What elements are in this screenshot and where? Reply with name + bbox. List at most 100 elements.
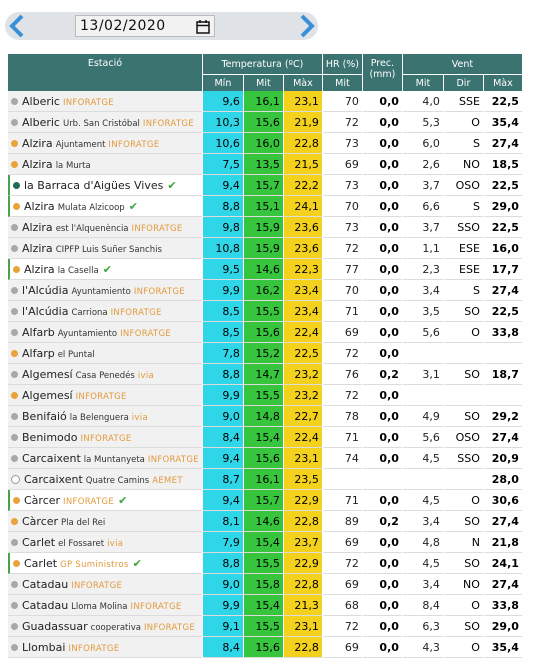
station-name: Carlet <box>24 556 58 570</box>
temp-max: 23,5 <box>283 469 322 490</box>
temp-mean: 15,4 <box>243 595 283 616</box>
temp-mean: 15,9 <box>243 217 283 238</box>
station-cell: Benifaió la Belenguera ivia <box>8 406 202 427</box>
wind-mean: 1,1 <box>402 238 443 259</box>
station-name: Guadassuar <box>22 619 88 633</box>
status-dot <box>13 497 20 504</box>
station-source: INFORATGE <box>142 118 194 129</box>
station-detail: CIPFP Luis Suñer Sanchis <box>55 244 162 255</box>
station-name: Alberic <box>22 115 60 129</box>
table-body: Alberic INFORATGE 9,6 16,1 23,1 70 0,0 4,0 SSE 22… <box>8 91 522 658</box>
station-source: INFORATGE <box>62 97 114 108</box>
precipitation: 0,0 <box>362 427 402 448</box>
station-source: INFORATGE <box>71 580 123 591</box>
station-row: Alzira la Casella ✔ 9,5 14,6 22,3 77 0,0 2,3 ESE 1… <box>8 259 522 280</box>
station-cell: Alzira Ajuntament INFORATGE <box>8 133 202 154</box>
wind-mean: 3,7 <box>402 175 443 196</box>
header-sub: Mit <box>402 74 443 91</box>
status-dot <box>11 518 18 525</box>
station-cell: Alberic INFORATGE <box>8 91 202 112</box>
precipitation: 0,0 <box>362 637 402 658</box>
station-detail: la Murta <box>55 160 91 171</box>
wind-max: 17,7 <box>483 259 522 280</box>
date-input[interactable]: 13/02/2020 <box>75 15 215 37</box>
humidity: 70 <box>322 280 362 301</box>
humidity: 72 <box>322 238 362 259</box>
station-source: ivia <box>131 412 148 423</box>
station-name: Alzira <box>22 136 53 150</box>
humidity: 73 <box>322 175 362 196</box>
temp-max: 21,5 <box>283 154 322 175</box>
status-dot <box>11 392 18 399</box>
wind-max: 20,9 <box>483 448 522 469</box>
next-day-button[interactable] <box>298 13 316 39</box>
station-name: Càrcer <box>24 493 61 507</box>
wind-max: 22,5 <box>483 217 522 238</box>
temp-max: 22,8 <box>283 511 322 532</box>
station-row: Carlet GP Suministros ✔ 8,8 15,5 22,9 72 0,0 4,5… <box>8 553 522 574</box>
station-cell: Alzira la Casella ✔ <box>8 259 202 280</box>
station-row: la Barraca d'Aigües Vives ✔ 9,4 15,7 22,2 73 0… <box>8 175 522 196</box>
precipitation: 0,0 <box>362 259 402 280</box>
wind-dir: N <box>443 532 483 553</box>
stations-table: Estació Temperatura (ºC) HR (%) Prec. (m… <box>7 54 523 658</box>
station-name: Carlet <box>22 535 56 549</box>
wind-max: 33,8 <box>483 595 522 616</box>
status-dot <box>11 475 20 484</box>
precipitation: 0,2 <box>362 511 402 532</box>
temp-min: 9,4 <box>202 448 243 469</box>
calendar-icon[interactable] <box>196 19 210 34</box>
precipitation: 0,0 <box>362 532 402 553</box>
precipitation: 0,0 <box>362 91 402 112</box>
temp-mean: 15,9 <box>243 238 283 259</box>
wind-dir: SO <box>443 616 483 637</box>
temp-mean: 15,7 <box>243 175 283 196</box>
status-dot <box>11 434 18 441</box>
wind-max: 22,5 <box>483 301 522 322</box>
station-cell: Llombai INFORATGE <box>8 637 202 658</box>
wind-dir: O <box>443 490 483 511</box>
temp-min: 8,5 <box>202 322 243 343</box>
temp-mean: 15,8 <box>243 574 283 595</box>
humidity: 69 <box>322 322 362 343</box>
station-cell: Carcaixent la Muntanyeta INFORATGE <box>8 448 202 469</box>
station-cell: Algemesí Casa Penedés ivia <box>8 364 202 385</box>
station-detail: Carriona <box>71 307 108 318</box>
station-row: Algemesí INFORATGE 9,9 15,5 23,2 72 0,0 <box>8 385 522 406</box>
wind-mean: 3,4 <box>402 511 443 532</box>
temp-mean: 14,8 <box>243 406 283 427</box>
wind-max <box>483 343 522 364</box>
humidity: 71 <box>322 490 362 511</box>
temp-mean: 14,6 <box>243 511 283 532</box>
status-dot <box>11 119 18 126</box>
status-dot <box>11 623 18 630</box>
temp-max: 23,4 <box>283 301 322 322</box>
precipitation: 0,0 <box>362 238 402 259</box>
humidity: 76 <box>322 364 362 385</box>
temp-mean: 15,7 <box>243 490 283 511</box>
temp-mean: 15,1 <box>243 196 283 217</box>
wind-max <box>483 385 522 406</box>
wind-mean: 4,8 <box>402 532 443 553</box>
humidity: 71 <box>322 427 362 448</box>
station-name: Llombai <box>22 640 66 654</box>
humidity: 68 <box>322 595 362 616</box>
wind-dir: O <box>443 595 483 616</box>
station-source: INFORATGE <box>75 391 127 402</box>
precipitation: 0,0 <box>362 406 402 427</box>
station-source: ivia <box>137 370 154 381</box>
station-cell: la Barraca d'Aigües Vives ✔ <box>8 175 202 196</box>
prev-day-button[interactable] <box>8 13 26 39</box>
station-row: Alberic Urb. San Cristóbal INFORATGE 10,3 15… <box>8 112 522 133</box>
station-detail: la Casella <box>57 265 99 276</box>
station-source: INFORATGE <box>63 496 115 507</box>
temp-max: 23,6 <box>283 238 322 259</box>
station-detail: la Belenguera <box>69 412 129 423</box>
station-detail: Ayuntamiento <box>57 328 118 339</box>
wind-max: 30,6 <box>483 490 522 511</box>
wind-dir: OSO <box>443 175 483 196</box>
station-cell: Càrcer Pla del Rei <box>8 511 202 532</box>
temp-max: 22,2 <box>283 175 322 196</box>
wind-mean: 8,4 <box>402 595 443 616</box>
humidity: 69 <box>322 574 362 595</box>
